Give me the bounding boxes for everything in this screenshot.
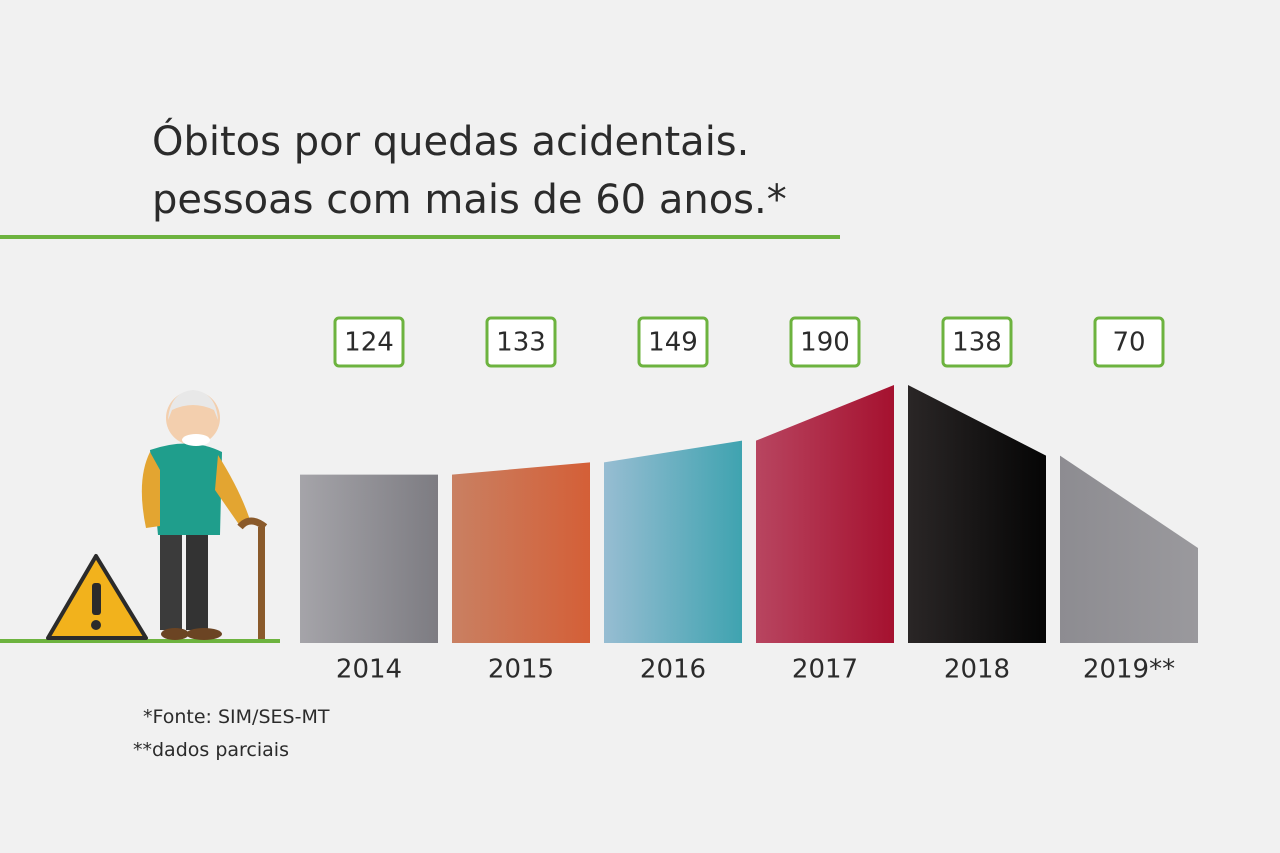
warning-icon	[46, 554, 148, 640]
bar	[604, 440, 742, 643]
chart-title: pessoas com mais de 60 anos.*	[152, 177, 787, 223]
value-label: 70	[1112, 328, 1145, 358]
bar	[908, 385, 1046, 643]
value-label: 138	[952, 328, 1002, 358]
value-label: 149	[648, 328, 698, 358]
value-label-box	[1093, 316, 1165, 368]
value-label: 124	[344, 328, 394, 358]
x-tick-label: 2019**	[1083, 655, 1175, 685]
value-label-box	[485, 316, 557, 368]
elderly-man-illustration	[141, 390, 268, 640]
value-label-box	[789, 316, 861, 368]
value-label: 190	[800, 328, 850, 358]
value-label-box	[333, 316, 405, 368]
value-label-box	[941, 316, 1013, 368]
x-tick-label: 2018	[944, 655, 1010, 685]
chart-title: Óbitos por quedas acidentais.	[152, 117, 749, 165]
bar	[300, 474, 438, 643]
bar	[452, 462, 590, 643]
footnote: *Fonte: SIM/SES-MT	[143, 706, 330, 728]
x-tick-label: 2014	[336, 655, 402, 685]
x-tick-label: 2017	[792, 655, 858, 685]
footnote: **dados parciais	[133, 739, 289, 761]
value-label: 133	[496, 328, 546, 358]
x-tick-label: 2016	[640, 655, 706, 685]
bar	[756, 385, 894, 643]
x-tick-label: 2015	[488, 655, 554, 685]
bar	[1060, 455, 1198, 643]
value-label-box	[637, 316, 709, 368]
